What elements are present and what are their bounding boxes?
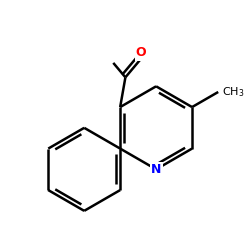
Text: O: O (136, 46, 146, 60)
Text: CH$_3$: CH$_3$ (222, 85, 244, 99)
Text: N: N (151, 163, 161, 176)
